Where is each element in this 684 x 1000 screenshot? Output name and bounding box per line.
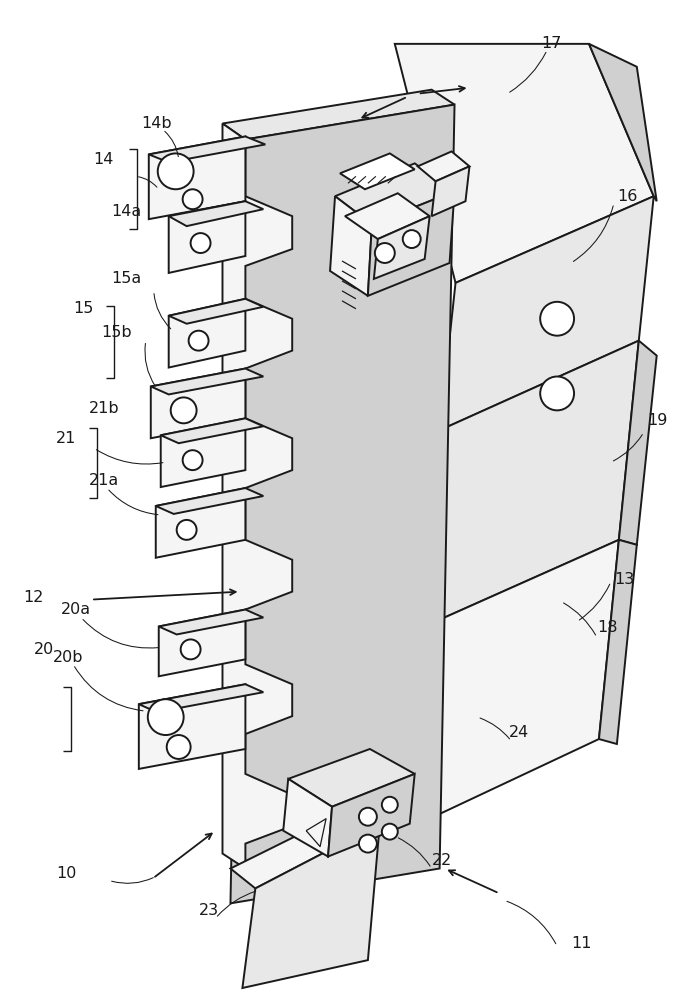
Polygon shape (330, 196, 372, 296)
Polygon shape (440, 196, 654, 430)
Polygon shape (432, 166, 469, 216)
Polygon shape (156, 488, 263, 514)
Circle shape (183, 189, 202, 209)
Polygon shape (169, 299, 263, 324)
Polygon shape (368, 191, 455, 296)
Polygon shape (418, 151, 469, 181)
Polygon shape (345, 193, 430, 239)
Circle shape (183, 450, 202, 470)
Polygon shape (231, 807, 380, 888)
Text: 24: 24 (510, 725, 529, 740)
Polygon shape (149, 136, 265, 162)
Text: 11: 11 (571, 936, 592, 951)
Polygon shape (335, 163, 455, 224)
Text: 22: 22 (432, 853, 452, 868)
Circle shape (382, 797, 398, 813)
Circle shape (181, 639, 200, 659)
Polygon shape (159, 610, 246, 676)
Polygon shape (149, 136, 246, 219)
Circle shape (158, 153, 194, 189)
Polygon shape (231, 105, 455, 903)
Circle shape (375, 243, 395, 263)
Text: 10: 10 (56, 866, 77, 881)
Circle shape (189, 331, 209, 351)
Polygon shape (222, 124, 292, 868)
Circle shape (359, 808, 377, 826)
Circle shape (171, 397, 196, 423)
Polygon shape (340, 153, 415, 189)
Text: 19: 19 (647, 413, 667, 428)
Polygon shape (139, 684, 263, 712)
Text: 16: 16 (617, 189, 637, 204)
Text: 15: 15 (73, 301, 94, 316)
Polygon shape (395, 44, 654, 283)
Polygon shape (150, 369, 246, 438)
Text: 14a: 14a (111, 204, 141, 219)
Polygon shape (589, 44, 657, 201)
Polygon shape (156, 488, 246, 558)
Polygon shape (169, 299, 246, 368)
Polygon shape (619, 341, 657, 545)
Text: 21b: 21b (89, 401, 120, 416)
Circle shape (191, 233, 211, 253)
Polygon shape (418, 341, 639, 629)
Text: 21a: 21a (89, 473, 119, 488)
Text: 13: 13 (614, 572, 634, 587)
Text: 14b: 14b (141, 116, 172, 131)
Text: 18: 18 (597, 620, 618, 635)
Circle shape (403, 230, 421, 248)
Text: 15b: 15b (101, 325, 131, 340)
Polygon shape (169, 201, 263, 226)
Circle shape (148, 699, 183, 735)
Text: 14: 14 (93, 152, 114, 167)
Polygon shape (150, 369, 263, 394)
Circle shape (176, 520, 196, 540)
Polygon shape (161, 418, 246, 487)
Polygon shape (374, 216, 430, 279)
Circle shape (382, 824, 398, 840)
Text: 17: 17 (541, 36, 562, 51)
Polygon shape (139, 684, 246, 769)
Circle shape (167, 735, 191, 759)
Polygon shape (169, 201, 246, 273)
Text: 21: 21 (56, 431, 77, 446)
Text: 12: 12 (23, 590, 44, 605)
Polygon shape (599, 540, 637, 744)
Polygon shape (288, 749, 415, 807)
Text: 23: 23 (198, 903, 219, 918)
Circle shape (540, 377, 574, 410)
Text: 15a: 15a (111, 271, 141, 286)
Polygon shape (283, 779, 332, 857)
Polygon shape (222, 90, 455, 139)
Polygon shape (242, 824, 380, 988)
Polygon shape (398, 540, 619, 834)
Text: 20a: 20a (61, 602, 91, 617)
Text: 20b: 20b (53, 650, 83, 665)
Circle shape (359, 835, 377, 853)
Polygon shape (328, 774, 415, 857)
Polygon shape (159, 610, 263, 634)
Polygon shape (161, 418, 263, 443)
Text: 20: 20 (34, 642, 55, 657)
Circle shape (540, 302, 574, 336)
